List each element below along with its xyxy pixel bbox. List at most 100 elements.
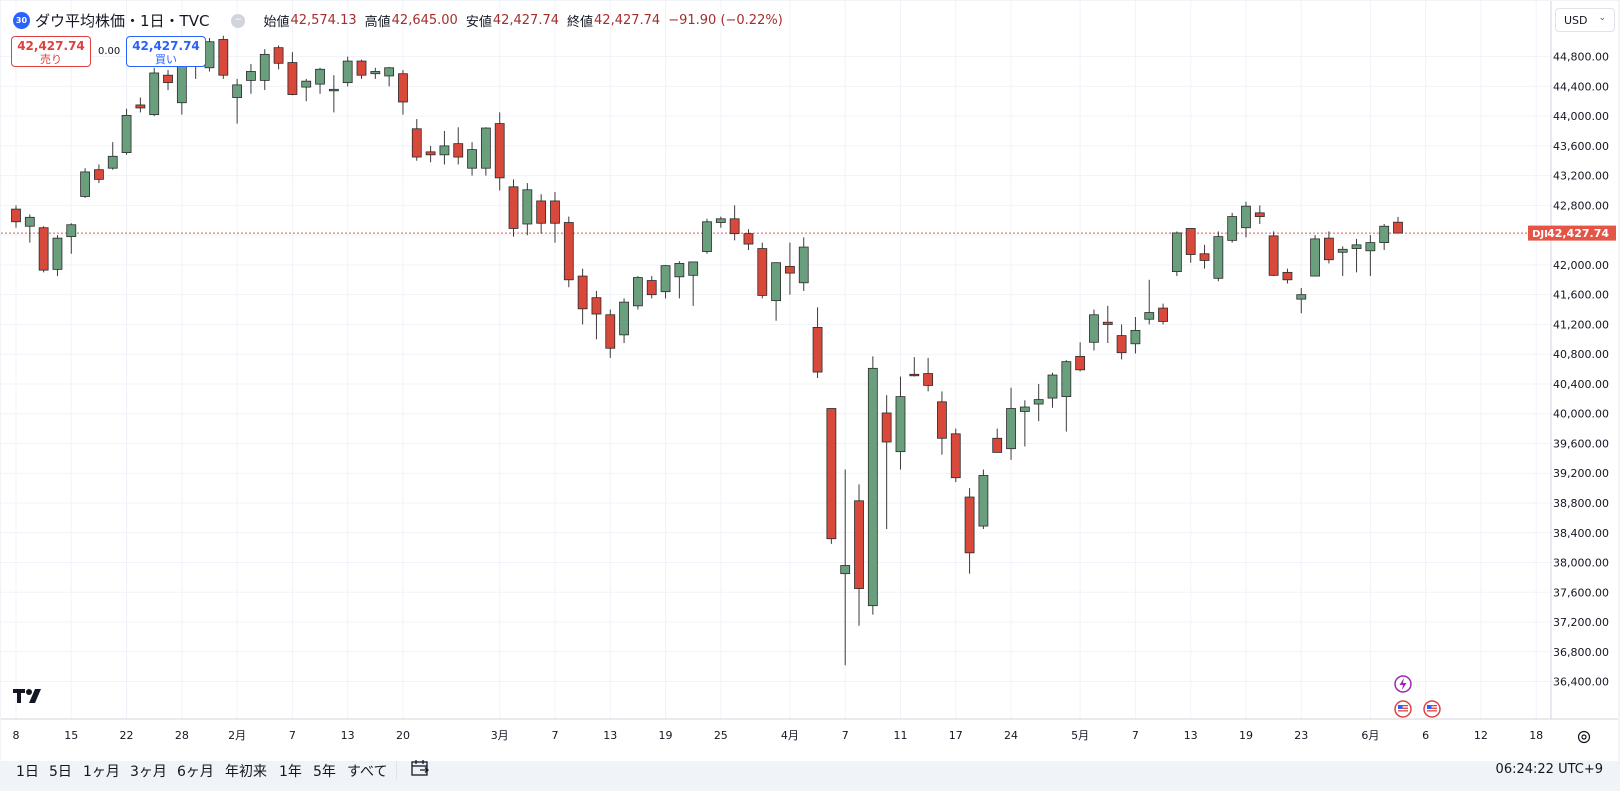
gear-icon[interactable]	[1577, 730, 1591, 744]
range-all-button[interactable]: すべて	[347, 764, 388, 780]
x-tick-label: 11	[893, 729, 907, 742]
spread-value: 0.00	[98, 46, 121, 57]
candles	[11, 35, 1403, 666]
candle-body	[1185, 228, 1196, 255]
candle-body	[301, 80, 312, 88]
range-5y-button[interactable]: 5年	[313, 764, 336, 780]
candle-body	[785, 266, 795, 274]
range-6m-button[interactable]: 6ヶ月	[177, 764, 214, 780]
candle-body	[1019, 406, 1030, 412]
tradingview-logo-icon[interactable]	[13, 688, 45, 708]
candle-body	[1075, 356, 1086, 371]
candle-body	[232, 84, 243, 98]
candle	[1241, 201, 1251, 238]
time-axis[interactable]: 8 15 22 28 2月 7 13 20 3月 7 13 19 25 4月 7 11 17 24 5月 7 13 19 2…	[13, 729, 1544, 742]
range-1y-button[interactable]: 1年	[279, 764, 302, 780]
x-tick-label: 25	[714, 729, 728, 742]
candle-body	[287, 62, 298, 95]
candle-body	[798, 246, 809, 284]
candle-body	[522, 189, 533, 225]
x-tick-label: 6月	[1361, 729, 1379, 742]
candle	[1102, 305, 1113, 344]
candle	[508, 179, 519, 237]
candle	[633, 276, 643, 310]
range-3m-button[interactable]: 3ヶ月	[130, 764, 167, 780]
collapse-icon[interactable]: −	[231, 13, 246, 28]
candle-body	[1241, 205, 1251, 229]
y-tick-label: 44,800.00	[1553, 51, 1609, 64]
sell-button[interactable]: 42,427.74 売り	[11, 36, 91, 67]
candle	[743, 229, 754, 251]
candle-body	[674, 263, 685, 278]
candle	[881, 395, 892, 530]
buy-label: 買い	[155, 53, 177, 66]
price-tag-value: 42,427.74	[1547, 227, 1609, 240]
candle-body	[1296, 294, 1307, 300]
candlestick-chart[interactable]: 44,800.00 44,400.00 44,000.00 43,600.00 43,2…	[1, 1, 1618, 761]
candle-body	[633, 277, 643, 307]
clock-timezone[interactable]: 06:24:22 UTC+9	[1495, 762, 1603, 777]
price-axis[interactable]: 44,800.00 44,400.00 44,000.00 43,600.00 43,2…	[1553, 51, 1609, 689]
candle-body	[1393, 221, 1403, 234]
x-tick-label: 17	[949, 729, 963, 742]
candle	[246, 64, 256, 94]
range-ytd-button[interactable]: 年初来	[225, 764, 267, 780]
x-tick-label: 3月	[491, 729, 509, 742]
y-tick-label: 38,400.00	[1553, 527, 1609, 540]
candle-body	[38, 227, 49, 271]
candle-body	[1324, 237, 1334, 261]
candle	[1282, 268, 1293, 284]
y-tick-label: 43,200.00	[1553, 170, 1609, 183]
x-tick-label: 6	[1422, 729, 1429, 742]
candle	[1075, 342, 1086, 372]
x-tick-label: 20	[396, 729, 410, 742]
range-1d-button[interactable]: 1日	[16, 764, 39, 780]
candle	[1379, 224, 1390, 251]
candle	[1351, 238, 1362, 273]
range-5d-button[interactable]: 5日	[49, 764, 72, 780]
candle	[287, 52, 298, 96]
candle-body	[411, 128, 422, 158]
symbol-title[interactable]: ダウ平均株価・1日・TVC	[35, 12, 210, 30]
range-1m-button[interactable]: 1ヶ月	[83, 764, 120, 780]
lightning-event-icon[interactable]	[1394, 675, 1412, 693]
x-tick-label: 22	[120, 729, 134, 742]
x-tick-label: 15	[64, 729, 78, 742]
y-tick-label: 40,000.00	[1553, 408, 1609, 421]
candle	[149, 67, 160, 117]
candle-body	[550, 200, 560, 224]
candle-body	[1158, 307, 1168, 322]
candle	[1089, 309, 1099, 351]
candle-body	[978, 475, 989, 527]
us-flag-event-icon[interactable]	[1394, 700, 1412, 718]
x-tick-label: 23	[1294, 729, 1308, 742]
candle-body	[1089, 314, 1099, 343]
chart-pane[interactable]: 44,800.00 44,400.00 44,000.00 43,600.00 43,2…	[1, 1, 1618, 761]
x-tick-label: 4月	[781, 729, 799, 742]
candle-body	[1033, 399, 1044, 405]
bottom-toolbar: 1日 5日 1ヶ月 3ヶ月 6ヶ月 年初来 1年 5年 すべて 06:24:22…	[0, 754, 1617, 790]
candle-body	[702, 221, 712, 252]
candle-body	[218, 39, 229, 76]
y-tick-label: 36,400.00	[1553, 676, 1609, 689]
candle-body	[881, 412, 892, 443]
candle	[135, 97, 146, 113]
candle-body	[107, 155, 118, 169]
candle	[1199, 244, 1210, 269]
candle	[315, 67, 325, 94]
candle-body	[729, 218, 740, 235]
candle	[66, 223, 77, 254]
candle-body	[854, 500, 864, 589]
buy-button[interactable]: 42,427.74 買い	[126, 36, 206, 67]
candle	[1061, 360, 1072, 432]
candle-body	[11, 208, 21, 223]
candle	[1213, 231, 1224, 282]
candle	[1019, 400, 1030, 447]
low-value: 42,427.74	[492, 13, 560, 28]
candle	[619, 298, 629, 344]
calendar-goto-icon[interactable]	[410, 759, 430, 777]
currency-select[interactable]: USD ⌄	[1555, 8, 1615, 32]
us-flag-event-icon[interactable]	[1423, 700, 1441, 718]
candle	[494, 112, 505, 191]
candle	[218, 35, 229, 79]
